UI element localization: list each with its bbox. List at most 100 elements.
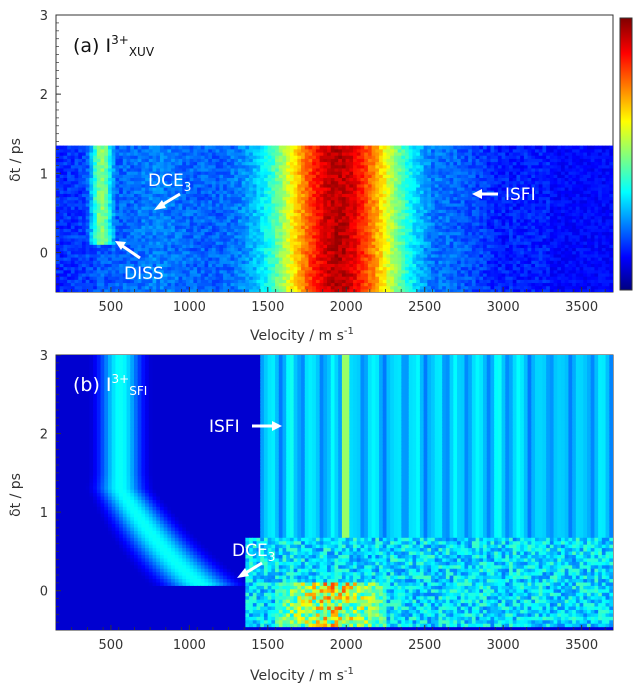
heatmap-cell — [423, 164, 428, 169]
heatmap-cell — [167, 266, 172, 271]
heatmap-cell — [267, 209, 272, 214]
heatmap-cell — [70, 279, 76, 284]
heatmap-cell — [364, 196, 369, 201]
heatmap-cell — [297, 155, 302, 159]
heatmap-cell — [85, 218, 91, 223]
heatmap-cell — [204, 247, 209, 252]
heatmap-cell — [405, 276, 410, 280]
heatmap-cell — [167, 196, 172, 201]
heatmap-cell — [390, 206, 395, 210]
heatmap-cell — [260, 231, 265, 236]
heatmap-cell — [438, 221, 443, 226]
heatmap-cell — [141, 244, 146, 249]
heatmap-cell — [119, 193, 124, 198]
heatmap-cell — [189, 174, 194, 179]
heatmap-cell — [449, 250, 454, 255]
heatmap-cell — [390, 231, 395, 236]
heatmap-cell — [163, 244, 168, 249]
heatmap-cell — [353, 164, 358, 169]
heatmap-cell — [63, 276, 68, 280]
heatmap-cell — [81, 190, 87, 194]
heatmap-cell — [100, 212, 105, 217]
heatmap-cell — [349, 167, 354, 172]
heatmap-cell — [56, 237, 61, 242]
heatmap-cell — [449, 202, 454, 207]
heatmap-cell — [189, 183, 194, 188]
heatmap-cell — [119, 282, 124, 287]
heatmap-cell — [278, 282, 284, 287]
heatmap-cell — [297, 234, 302, 239]
heatmap-cell — [241, 212, 246, 217]
heatmap-cell — [341, 183, 347, 188]
heatmap-cell — [122, 272, 128, 277]
heatmap-cell — [419, 186, 425, 191]
heatmap-cell — [416, 263, 421, 268]
heatmap-cell — [371, 237, 376, 242]
heatmap-cell — [193, 221, 198, 226]
heatmap-cell — [267, 151, 272, 156]
heatmap-cell — [449, 288, 454, 292]
heatmap-cell — [89, 260, 94, 264]
heatmap-cell — [453, 164, 458, 169]
heatmap-cell — [301, 253, 306, 258]
heatmap-cell — [234, 171, 239, 175]
heatmap-cell — [271, 250, 276, 255]
heatmap-cell — [416, 180, 421, 185]
heatmap-cell — [226, 221, 232, 226]
heatmap-cell — [449, 244, 454, 249]
heatmap-cell — [145, 221, 150, 226]
heatmap-cell — [148, 151, 154, 156]
heatmap-cell — [367, 193, 373, 198]
heatmap-cell — [423, 269, 428, 274]
heatmap-cell — [67, 171, 72, 175]
heatmap-cell — [70, 231, 76, 236]
heatmap-cell — [327, 218, 332, 223]
heatmap-cell — [393, 164, 399, 169]
heatmap-cell — [442, 285, 447, 290]
heatmap-cell — [353, 282, 358, 287]
heatmap-cell — [249, 256, 254, 261]
heatmap-cell — [297, 253, 302, 258]
heatmap-cell — [419, 228, 425, 233]
heatmap-cell — [185, 199, 191, 204]
heatmap-cell — [145, 202, 150, 207]
heatmap-cell — [249, 288, 254, 292]
heatmap-cell — [338, 180, 343, 185]
heatmap-cell — [130, 263, 135, 268]
heatmap-cell — [386, 206, 391, 210]
heatmap-cell — [289, 256, 295, 261]
heatmap-cell — [208, 279, 213, 284]
heatmap-cell — [104, 250, 109, 255]
heatmap-cell — [141, 180, 146, 185]
heatmap-cell — [133, 177, 139, 182]
heatmap-cell — [360, 260, 365, 264]
heatmap-cell — [334, 266, 339, 271]
heatmap-cell — [130, 241, 135, 245]
heatmap-cell — [289, 206, 295, 210]
heatmap-cell — [442, 177, 447, 182]
heatmap-cell — [286, 250, 291, 255]
heatmap-cell — [301, 256, 306, 261]
heatmap-cell — [438, 234, 443, 239]
heatmap-cell — [308, 276, 313, 280]
heatmap-cell — [419, 237, 425, 242]
heatmap-cell — [278, 196, 284, 201]
heatmap-cell — [401, 231, 406, 236]
heatmap-cell — [356, 241, 362, 245]
heatmap-cell — [263, 260, 269, 264]
heatmap-cell — [249, 199, 254, 204]
heatmap-cell — [148, 282, 154, 287]
heatmap-cell — [107, 234, 113, 239]
heatmap-cell — [308, 209, 313, 214]
heatmap-cell — [301, 199, 306, 204]
heatmap-cell — [126, 151, 131, 156]
heatmap-cell — [445, 196, 451, 201]
heatmap-cell — [423, 285, 428, 290]
heatmap-cell — [115, 183, 120, 188]
heatmap-cell — [100, 158, 105, 163]
heatmap-cell — [226, 171, 232, 175]
heatmap-cell — [423, 177, 428, 182]
heatmap-cell — [237, 183, 243, 188]
heatmap-cell — [223, 276, 228, 280]
heatmap-cell — [67, 221, 72, 226]
